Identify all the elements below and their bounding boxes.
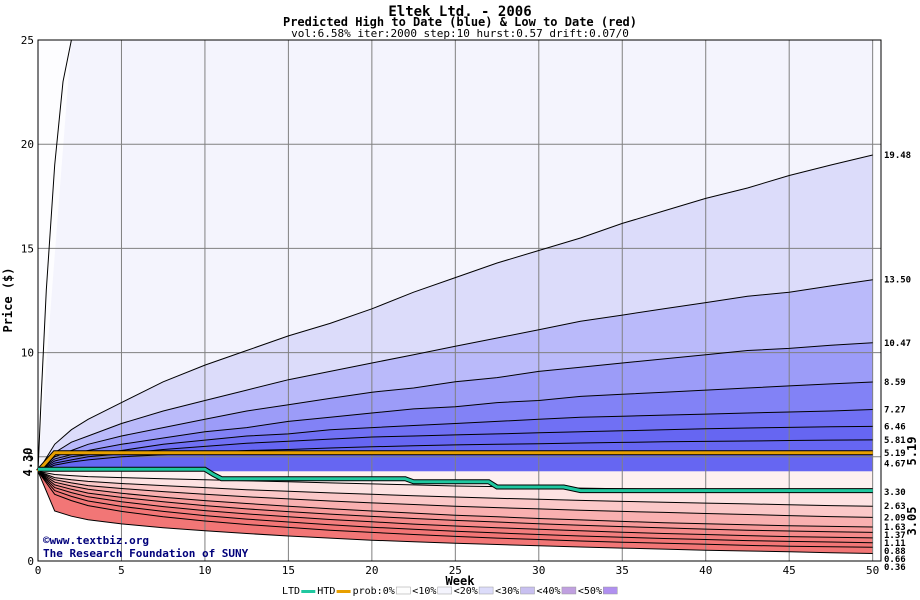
- end-value-label: 2.09: [884, 513, 906, 523]
- x-tick-label: 20: [365, 564, 378, 577]
- legend-label: <50%: [578, 586, 602, 597]
- end-value-label: 8.59: [884, 378, 906, 388]
- end-value-label: 0.66: [884, 555, 906, 565]
- end-value-label: 19.48: [884, 151, 911, 161]
- y-tick-label: 0: [27, 555, 34, 568]
- legend-label: prob:0%: [353, 586, 395, 597]
- legend-label: LTD: [282, 586, 300, 597]
- y-axis-label: Price ($): [1, 267, 15, 332]
- htd-line: [36, 451, 873, 473]
- y-tick-label: 10: [21, 347, 34, 360]
- end-value-label: 1.37: [884, 531, 906, 541]
- quantile-line: [37, 471, 873, 548]
- chart-subtitle: Predicted High to Date (blue) & Low to D…: [283, 15, 637, 29]
- band-high-4: [38, 409, 873, 472]
- end-value-label: 4.67: [884, 460, 906, 470]
- quantile-line: [37, 470, 873, 507]
- band-low-3: [38, 471, 873, 527]
- x-tick-label: 30: [532, 564, 545, 577]
- end-value-label: 2.63: [884, 502, 906, 512]
- x-tick-label: 25: [449, 564, 462, 577]
- legend-swatch: [603, 586, 618, 595]
- x-tick-label: 35: [616, 564, 629, 577]
- end-value-label: 0.88: [884, 547, 906, 557]
- legend-swatch: [336, 590, 351, 593]
- chart-params: vol:6.58% iter:2000 step:10 hurst:0.57 d…: [291, 27, 629, 40]
- plot-frame: [37, 39, 882, 562]
- legend-swatch: [561, 586, 577, 595]
- quantile-line: [37, 471, 873, 554]
- y-tick-label: 20: [21, 138, 34, 151]
- quantile-line: [37, 154, 873, 472]
- end-value-label: 1.11: [884, 539, 906, 549]
- quantile-line: [37, 471, 873, 539]
- grid-layer: [37, 39, 882, 562]
- quantile-line: [37, 471, 873, 544]
- band-low-2: [38, 471, 873, 518]
- legend-label: <10%: [412, 586, 436, 597]
- band-low-outer: [38, 471, 873, 561]
- quantile-line: [37, 279, 873, 472]
- end-value-label: 10.47: [884, 339, 911, 349]
- watermark-org: The Research Foundation of SUNY: [43, 547, 249, 560]
- band-high-5: [38, 426, 873, 472]
- end-value-label: 3.30: [884, 488, 906, 498]
- x-tick-label: 15: [282, 564, 295, 577]
- to-date-paths: [36, 450, 873, 494]
- x-tick-label: 50: [866, 564, 879, 577]
- quantile-line: [37, 471, 873, 533]
- outer-high-line: [37, 39, 72, 472]
- y-tick-label: 25: [21, 34, 34, 47]
- band-high-3: [38, 382, 873, 472]
- chart-title: Eltek Ltd. - 2006: [388, 4, 531, 20]
- legend-swatch: [478, 586, 494, 595]
- end-value-label: 1.63: [884, 523, 906, 533]
- x-tick-label: 45: [783, 564, 796, 577]
- start-price-label: 4.30: [21, 448, 35, 477]
- legend-label: HTD: [317, 586, 335, 597]
- y-tick-label: 15: [21, 242, 34, 255]
- x-tick-label: 10: [198, 564, 211, 577]
- x-tick-label: 5: [118, 564, 125, 577]
- ltd-end-label: 3.05: [905, 507, 919, 536]
- x-tick-label: 0: [35, 564, 42, 577]
- quantile-lines: [37, 39, 873, 554]
- quantile-line: [37, 470, 873, 528]
- legend-label: <20%: [454, 586, 478, 597]
- ltd-line: [38, 467, 873, 493]
- quantile-line: [37, 470, 873, 518]
- legend-swatch: [437, 586, 452, 595]
- quantile-line: [37, 381, 873, 472]
- legend-swatch: [520, 586, 535, 595]
- band-low-8: [38, 471, 873, 554]
- legend-swatch: [301, 590, 316, 593]
- band-high-2: [38, 342, 873, 472]
- legend-label: <40%: [537, 586, 561, 597]
- legend-label: <30%: [495, 586, 519, 597]
- end-value-label: 5.81: [884, 436, 906, 446]
- quantile-line: [37, 439, 873, 472]
- end-value-label: 13.50: [884, 276, 911, 286]
- end-value-label: 5.19: [884, 449, 906, 459]
- end-labels: 19.48 13.50 10.47 8.59 7.27 6.46 5.81 5.194.67 3…: [884, 151, 911, 573]
- htd-end-label: 5.19: [905, 437, 919, 466]
- x-axis-label: Week: [446, 574, 476, 588]
- quantile-line: [37, 342, 873, 472]
- end-value-label: 6.46: [884, 422, 906, 432]
- axis-ticks: 0 5 10 15 20 25 30 35 40 45 50 0 5 10 15 20 25: [21, 34, 880, 577]
- x-tick-label: 40: [699, 564, 712, 577]
- legend-swatch: [396, 586, 411, 595]
- end-value-label: 0.36: [884, 563, 906, 573]
- y-tick-label: 5: [27, 451, 34, 464]
- legend: LTD HTD prob:0% <10% <20% <30% <40% <50%: [282, 586, 618, 597]
- end-value-label: 7.27: [884, 405, 906, 415]
- watermark-url: ©www.textbiz.org: [43, 534, 149, 547]
